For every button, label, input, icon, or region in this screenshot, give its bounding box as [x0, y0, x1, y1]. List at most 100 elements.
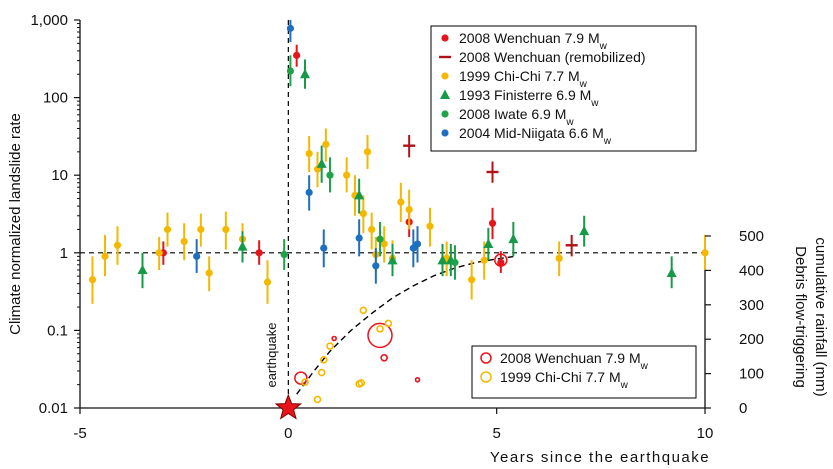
- x-tick-label: 10: [697, 425, 714, 442]
- data-point-finisterre: [387, 254, 398, 265]
- data-point-chichi: [180, 237, 188, 246]
- data-point-chichi: [222, 225, 230, 234]
- legend-top-label-subscript: w: [579, 79, 588, 90]
- legend-top-label-subscript: w: [603, 136, 612, 147]
- rainfall-point-chichi: [376, 325, 384, 333]
- y-right-tick-label: 300: [739, 297, 764, 314]
- data-point-chichi: [468, 276, 476, 284]
- rainfall-point-chichi: [384, 319, 393, 328]
- data-point-chichi: [555, 254, 563, 262]
- data-point-chichi: [163, 225, 172, 234]
- data-point-finisterre: [579, 225, 590, 236]
- data-point-iwate: [280, 250, 288, 259]
- rainfall-point-wenchuan: [294, 371, 308, 385]
- data-point-finisterre: [137, 264, 148, 275]
- data-point-chichi: [701, 249, 709, 257]
- landslide-rate-points-layer: [88, 20, 709, 304]
- legend-top-marker: [441, 72, 449, 80]
- rainfall-trend-layer: [296, 255, 514, 395]
- data-point-finisterre: [483, 238, 494, 248]
- data-point-chichi: [380, 240, 388, 248]
- y-right-axis-title-line2: cumulative rainfall (mm): [812, 237, 829, 396]
- data-point-chichi: [263, 278, 272, 286]
- rainfall-point-chichi: [313, 395, 322, 404]
- data-point-niigata: [413, 240, 422, 248]
- data-point-wenchuan: [293, 51, 301, 59]
- legend-top-marker: [441, 34, 449, 42]
- earthquake-star-icon: [274, 393, 303, 420]
- y-right-tick-label: 400: [739, 262, 764, 279]
- y-left-tick-label: 10: [51, 167, 68, 184]
- data-point-niigata: [286, 24, 295, 32]
- legend-top-marker: [441, 110, 449, 118]
- data-point-wenchuan: [488, 219, 497, 227]
- data-point-chichi: [113, 241, 122, 249]
- data-point-chichi: [426, 222, 434, 230]
- data-point-chichi: [359, 210, 367, 218]
- x-tick-label: 0: [284, 425, 292, 442]
- data-point-chichi: [322, 140, 330, 148]
- legend-bottom-marker: [480, 371, 492, 383]
- y-left-axis-title: Climate normalized landslide rate: [7, 113, 24, 335]
- y-right-tick-label: 100: [739, 366, 764, 383]
- legend-top-label-subscript: w: [590, 98, 599, 109]
- data-point-chichi: [480, 256, 488, 264]
- rainfall-point-chichi: [301, 378, 309, 387]
- data-point-chichi: [205, 269, 213, 277]
- data-point-wenchuan: [497, 258, 505, 267]
- reference-lines: [80, 20, 705, 408]
- data-point-niigata: [320, 244, 328, 252]
- data-point-niigata: [355, 234, 363, 242]
- legend-top-marker: [440, 89, 450, 99]
- x-tick-label: -5: [73, 425, 86, 442]
- rainfall-point-wenchuan: [331, 335, 337, 342]
- legend-top-label: 2008 Wenchuan (remobilized): [459, 49, 646, 65]
- y-right-tick-label: 0: [739, 400, 747, 417]
- data-point-iwate: [286, 67, 295, 75]
- data-point-chichi: [305, 149, 313, 158]
- rainfall-point-chichi: [359, 306, 368, 315]
- data-point-niigata: [305, 188, 313, 197]
- data-point-niigata: [372, 262, 380, 270]
- y-left-tick-label: 1: [60, 245, 68, 262]
- rainfall-point-chichi: [317, 368, 326, 377]
- rainfall-point-wenchuan: [367, 322, 393, 349]
- data-point-chichi: [363, 148, 372, 156]
- y-left-tick-label: 0.01: [39, 400, 68, 417]
- x-axis-title: Years since the earthquake: [490, 449, 710, 466]
- data-point-finisterre: [437, 254, 448, 265]
- legend-bottom-box: [471, 345, 697, 399]
- annotations-layer: earthquake: [264, 322, 303, 420]
- data-point-chichi: [155, 249, 163, 257]
- rainfall-point-chichi: [319, 356, 328, 364]
- data-point-chichi: [397, 198, 405, 206]
- y-right-axis-title-line1: Debris flow-triggering: [792, 246, 809, 388]
- y-left-tick-label: 100: [43, 90, 68, 107]
- data-point-chichi: [405, 206, 413, 214]
- rainfall-point-wenchuan: [380, 353, 388, 362]
- y-right-tick-label: 500: [739, 228, 764, 245]
- legend-bottom-marker: [480, 352, 492, 364]
- data-point-chichi: [88, 276, 97, 284]
- data-point-finisterre: [316, 158, 327, 168]
- data-point-chichi: [343, 171, 351, 179]
- rainfall-point-wenchuan: [414, 376, 421, 383]
- data-point-chichi: [197, 225, 205, 234]
- data-point-finisterre: [354, 189, 365, 200]
- x-tick-label: 5: [492, 425, 500, 442]
- legend-bottom-label-subscript: w: [620, 380, 629, 391]
- data-point-iwate: [326, 171, 334, 179]
- data-point-iwate: [376, 235, 384, 243]
- legend-bottom-label-subscript: w: [640, 361, 649, 372]
- earthquake-label: earthquake: [264, 322, 279, 387]
- legend-top-box: [430, 25, 697, 152]
- rainfall-trend-curve: [296, 255, 514, 395]
- legend-top-label-subscript: w: [565, 117, 574, 128]
- y-left-tick-label: 1,000: [30, 12, 68, 29]
- data-point-niigata: [193, 252, 201, 260]
